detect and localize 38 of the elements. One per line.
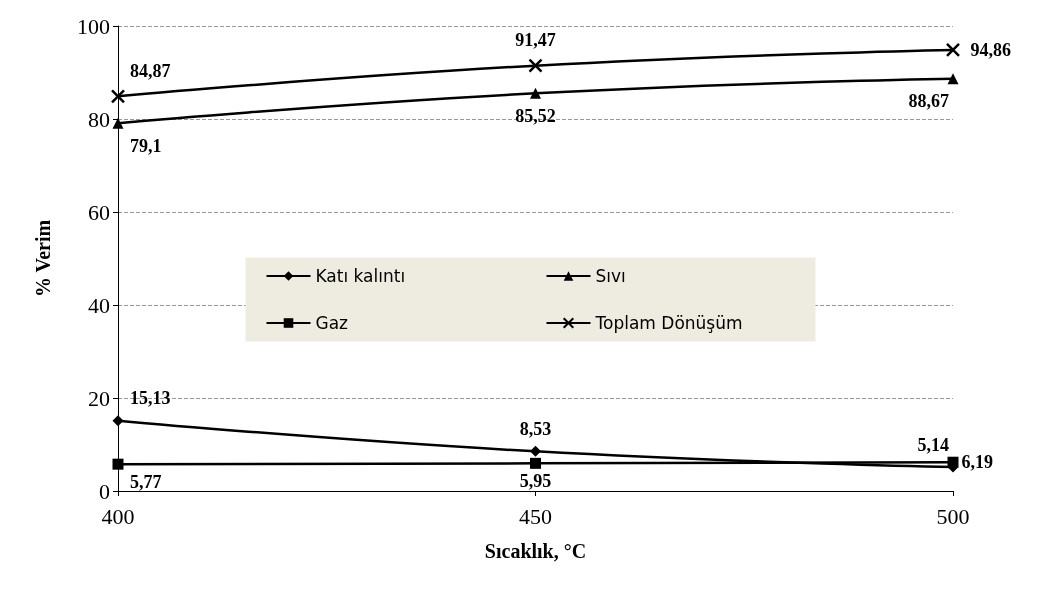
legend-label: Gaz xyxy=(315,313,349,333)
x-tick-label: 500 xyxy=(936,503,970,529)
x-tick-label: 450 xyxy=(519,503,552,529)
point xyxy=(112,117,124,129)
data-label: 94,86 xyxy=(970,39,1011,60)
point xyxy=(112,458,124,470)
data-label: 91,47 xyxy=(515,30,556,51)
data-label: 5,14 xyxy=(917,434,949,455)
point xyxy=(945,42,961,58)
data-label: 79,1 xyxy=(130,135,162,156)
legend-label: Katı kalıntı xyxy=(315,266,406,286)
point xyxy=(530,445,541,457)
x-axis-title: Sıcaklık, °C xyxy=(484,540,587,562)
data-label: 84,87 xyxy=(130,60,171,81)
data-label: 5,77 xyxy=(130,471,162,492)
y-tick-label: 60 xyxy=(88,199,110,225)
data-label: 5,95 xyxy=(519,470,552,491)
data-label: 8,53 xyxy=(519,418,552,439)
y-tick-label: 40 xyxy=(88,292,110,318)
point xyxy=(530,87,541,99)
point xyxy=(947,456,959,468)
x-tick-label: 400 xyxy=(101,503,135,529)
point xyxy=(530,457,541,469)
point xyxy=(110,89,126,104)
point xyxy=(947,73,959,85)
y-tick-label: 80 xyxy=(88,106,110,132)
data-label: 88,67 xyxy=(908,91,949,112)
y-tick-label: 0 xyxy=(99,478,110,504)
y-tick-label: 100 xyxy=(77,13,110,39)
data-label: 15,13 xyxy=(130,388,171,409)
legend-label: Toplam Dönüşüm xyxy=(594,313,743,333)
y-tick-label: 20 xyxy=(88,385,110,411)
legend-label: Sıvı xyxy=(595,266,626,286)
y-axis-title: % Verim xyxy=(32,219,54,298)
data-label: 6,19 xyxy=(961,452,993,473)
data-label: 85,52 xyxy=(515,105,556,126)
point xyxy=(112,415,124,427)
point xyxy=(528,58,543,73)
